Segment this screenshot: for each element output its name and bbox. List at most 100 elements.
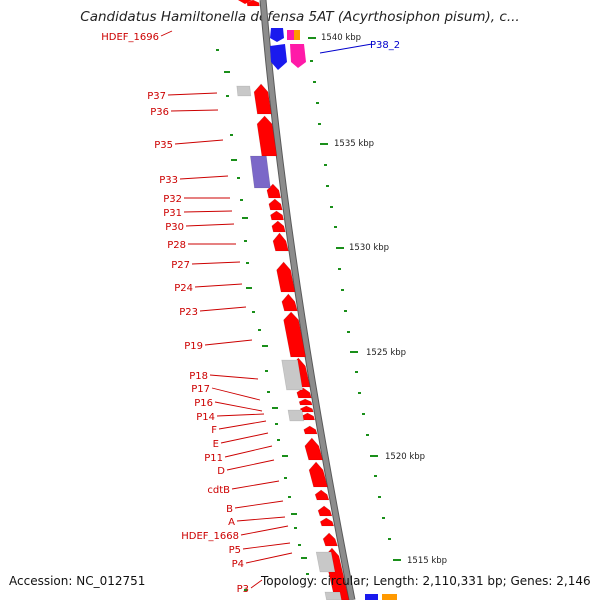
gray-gene-feature[interactable] [315, 551, 336, 573]
gene-label[interactable]: P35 [154, 140, 173, 151]
gene-label[interactable]: P14 [196, 412, 215, 423]
label-leader-line [167, 92, 218, 96]
red-gene-feature[interactable] [266, 183, 282, 199]
gene-label[interactable]: P38_2 [370, 40, 400, 51]
gene-features[interactable] [236, 0, 397, 600]
red-gene-feature[interactable] [238, 0, 252, 4]
gene-label[interactable]: P17 [191, 384, 210, 395]
genome-backbone [259, 0, 356, 600]
gene-label[interactable]: E [213, 439, 219, 450]
red-gene-feature[interactable] [304, 437, 324, 461]
red-gene-feature[interactable] [268, 198, 283, 211]
label-leader-line [214, 401, 263, 412]
gene-label[interactable]: P37 [147, 91, 166, 102]
map-title: Candidatus Hamiltonella defensa 5AT (Acy… [80, 9, 520, 25]
tick-marks [216, 37, 401, 591]
scale-label: 1525 kbp [366, 348, 406, 358]
label-leader-line [185, 223, 235, 227]
label-leader-line [236, 516, 286, 522]
red-gene-feature[interactable] [283, 311, 307, 358]
label-leader-line [220, 432, 269, 444]
gray-gene-feature[interactable] [324, 591, 342, 600]
gene-label[interactable]: P27 [171, 260, 190, 271]
gene-label[interactable]: P11 [204, 453, 223, 464]
red-gene-feature[interactable] [281, 293, 298, 312]
gene-label[interactable]: P3 [237, 584, 249, 595]
label-leader-line [174, 139, 224, 145]
gene-label[interactable]: P23 [179, 307, 198, 318]
gene-label[interactable]: P5 [229, 545, 241, 556]
gray-gene-feature[interactable] [236, 85, 252, 97]
scale-labels: 1540 kbp 1535 kbp 1530 kbp 1525 kbp 1520 kbp… [321, 33, 447, 566]
gene-label[interactable]: P30 [165, 222, 184, 233]
magenta-gene-feature[interactable] [290, 44, 306, 68]
gene-label[interactable]: HDEF_1668 [181, 531, 239, 542]
gene-label[interactable]: P4 [232, 559, 244, 570]
label-leader-line [319, 43, 373, 54]
gene-label[interactable]: B [226, 504, 233, 515]
gene-label[interactable]: P24 [174, 283, 193, 294]
gene-labels[interactable]: HDEF_1696 P38_2 P37 P36 P35 P33 P32 P31 P30 P28 P2… [101, 32, 400, 595]
gray-gene-feature[interactable] [281, 359, 303, 391]
label-leader-line [183, 210, 233, 213]
red-gene-feature[interactable] [271, 220, 286, 233]
gene-label[interactable]: cdtB [207, 485, 230, 496]
label-leader-line [199, 306, 247, 312]
scale-label: 1520 kbp [385, 452, 425, 462]
label-leader-line [179, 175, 229, 180]
orange-gene-feature[interactable] [294, 30, 300, 40]
gene-label[interactable]: P16 [194, 398, 213, 409]
gray-gene-feature[interactable] [287, 409, 305, 422]
label-leader-line [216, 413, 265, 417]
red-gene-feature[interactable] [303, 425, 318, 435]
label-leader-line [250, 579, 263, 589]
gene-label[interactable]: F [211, 425, 217, 436]
label-leader-line [224, 445, 273, 458]
red-gene-feature[interactable] [308, 461, 328, 488]
blue-gene-feature[interactable] [365, 594, 378, 600]
gene-label[interactable]: P32 [163, 194, 182, 205]
blue-gene-feature[interactable] [270, 44, 287, 70]
blue-gene-feature[interactable] [270, 28, 284, 42]
red-gene-feature[interactable] [272, 232, 289, 252]
label-leader-line [204, 339, 253, 346]
gene-label[interactable]: P18 [189, 371, 208, 382]
scale-label: 1540 kbp [321, 33, 361, 43]
backbone-line [260, 0, 355, 600]
red-gene-feature[interactable] [256, 115, 278, 157]
gene-label[interactable]: P31 [163, 208, 182, 219]
label-leader-line [209, 374, 259, 380]
topology-summary: Topology: circular; Length: 2,110,331 bp… [261, 574, 591, 588]
gene-label[interactable]: P19 [184, 341, 203, 352]
magenta-gene-feature[interactable] [287, 30, 294, 40]
label-leader-line [240, 525, 289, 536]
gene-label[interactable]: P33 [159, 175, 178, 186]
red-gene-feature[interactable] [298, 398, 313, 406]
gene-label[interactable]: HDEF_1696 [101, 32, 159, 43]
label-leader-line [245, 552, 293, 564]
red-gene-feature[interactable] [270, 210, 285, 221]
purple-gene-feature[interactable] [250, 155, 271, 189]
gene-label[interactable]: D [217, 466, 225, 477]
red-gene-feature[interactable] [317, 505, 333, 517]
label-leader-line [234, 500, 284, 509]
red-gene-feature[interactable] [276, 261, 296, 293]
orange-gene-feature[interactable] [382, 594, 397, 600]
gene-label[interactable]: P36 [150, 107, 169, 118]
gene-label[interactable]: P28 [167, 240, 186, 251]
red-gene-feature[interactable] [246, 0, 260, 7]
scale-label: 1515 kbp [407, 556, 447, 566]
label-leader-line [218, 420, 267, 430]
scale-label: 1530 kbp [349, 243, 389, 253]
backbone-shadow [259, 0, 356, 600]
scale-label: 1535 kbp [334, 139, 374, 149]
label-leader-line [160, 30, 173, 37]
red-gene-feature[interactable] [314, 489, 330, 501]
gene-label[interactable]: A [228, 517, 235, 528]
label-leader-lines [160, 30, 373, 589]
red-gene-feature[interactable] [319, 517, 335, 527]
label-leader-line [170, 109, 219, 112]
red-gene-feature[interactable] [322, 532, 338, 547]
red-gene-feature[interactable] [253, 83, 272, 115]
